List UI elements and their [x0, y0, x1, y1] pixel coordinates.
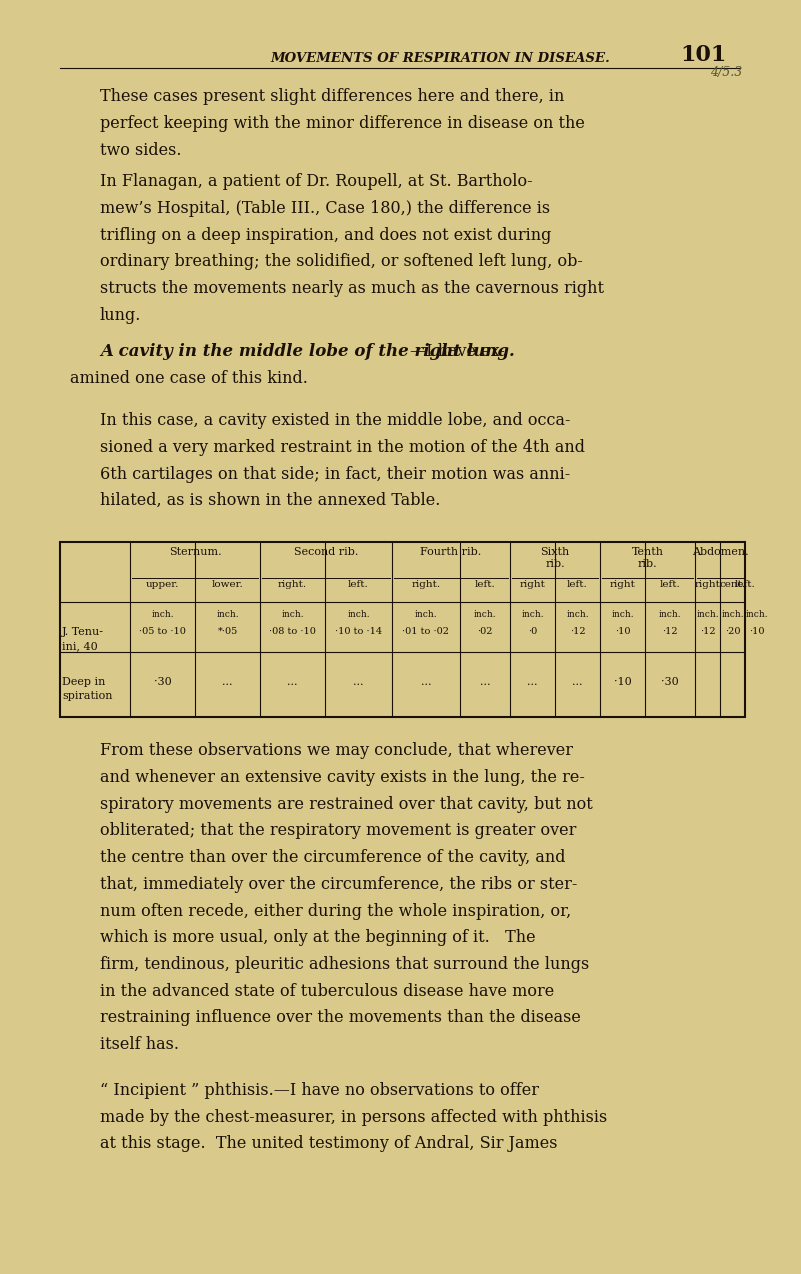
Text: ...: ...: [572, 676, 583, 687]
Text: left.: left.: [735, 580, 755, 589]
Text: These cases present slight differences here and there, in
perfect keeping with t: These cases present slight differences h…: [100, 88, 585, 158]
Text: Deep in
spiration: Deep in spiration: [62, 676, 112, 701]
Text: inch.: inch.: [696, 610, 718, 619]
Text: ·0: ·0: [528, 627, 537, 636]
Text: Second rib.: Second rib.: [294, 547, 358, 557]
Text: A cavity in the middle lobe of the right lung.: A cavity in the middle lobe of the right…: [100, 343, 515, 361]
Text: *·05: *·05: [217, 627, 238, 636]
Text: ...: ...: [527, 676, 537, 687]
Text: right.: right.: [412, 580, 441, 589]
Text: inch.: inch.: [473, 610, 497, 619]
Text: inch.: inch.: [281, 610, 304, 619]
Text: —I have ex-: —I have ex-: [410, 343, 505, 361]
Text: Sternum.: Sternum.: [169, 547, 221, 557]
Text: inch.: inch.: [151, 610, 174, 619]
Bar: [60, 541, 745, 717]
Text: ·10 to ·14: ·10 to ·14: [335, 627, 382, 636]
Text: ·30: ·30: [154, 676, 171, 687]
Text: In Flanagan, a patient of Dr. Roupell, at St. Bartholo-
mew’s Hospital, (Table I: In Flanagan, a patient of Dr. Roupell, a…: [100, 173, 604, 324]
Text: inch.: inch.: [611, 610, 634, 619]
Text: right: right: [610, 580, 635, 589]
Text: left.: left.: [660, 580, 680, 589]
Text: left.: left.: [567, 580, 588, 589]
Text: MOVEMENTS OF RESPIRATION IN DISEASE.: MOVEMENTS OF RESPIRATION IN DISEASE.: [270, 51, 610, 65]
Text: ·10: ·10: [749, 627, 765, 636]
Text: inch.: inch.: [746, 610, 768, 619]
Text: ·02: ·02: [477, 627, 493, 636]
Text: ·05 to ·10: ·05 to ·10: [139, 627, 186, 636]
Text: inch.: inch.: [658, 610, 682, 619]
Text: In this case, a cavity existed in the middle lobe, and occa-
sioned a very marke: In this case, a cavity existed in the mi…: [100, 412, 585, 510]
Text: cent.: cent.: [719, 580, 746, 589]
Text: Abdomen.: Abdomen.: [692, 547, 748, 557]
Text: Tenth
rib.: Tenth rib.: [631, 547, 663, 569]
Text: ...: ...: [222, 676, 233, 687]
Text: right.: right.: [278, 580, 307, 589]
Text: ·01 to ·02: ·01 to ·02: [402, 627, 449, 636]
Text: left.: left.: [475, 580, 495, 589]
Text: 4/5.3: 4/5.3: [710, 65, 743, 79]
Text: right: right: [520, 580, 545, 589]
Text: right: right: [694, 580, 720, 589]
Text: left.: left.: [348, 580, 369, 589]
Text: ·30: ·30: [661, 676, 679, 687]
Text: ...: ...: [480, 676, 490, 687]
Text: J. Tenu-
ini, 40: J. Tenu- ini, 40: [62, 627, 104, 651]
Text: inch.: inch.: [415, 610, 437, 619]
Text: ·08 to ·10: ·08 to ·10: [269, 627, 316, 636]
Text: inch.: inch.: [216, 610, 239, 619]
Text: ...: ...: [288, 676, 298, 687]
Text: 101: 101: [680, 45, 727, 66]
Text: inch.: inch.: [347, 610, 370, 619]
Text: From these observations we may conclude, that wherever
and whenever an extensive: From these observations we may conclude,…: [100, 741, 593, 1054]
Text: inch.: inch.: [721, 610, 744, 619]
Text: ·10: ·10: [614, 627, 630, 636]
Text: ·12: ·12: [570, 627, 586, 636]
Text: inch.: inch.: [521, 610, 544, 619]
Text: inch.: inch.: [566, 610, 589, 619]
Text: ·12: ·12: [700, 627, 715, 636]
Text: lower.: lower.: [211, 580, 244, 589]
Text: upper.: upper.: [146, 580, 179, 589]
Text: ...: ...: [421, 676, 431, 687]
Text: amined one case of this kind.: amined one case of this kind.: [70, 369, 308, 387]
Text: ...: ...: [353, 676, 364, 687]
Text: ·12: ·12: [662, 627, 678, 636]
Text: Fourth rib.: Fourth rib.: [421, 547, 481, 557]
Text: Sixth
rib.: Sixth rib.: [541, 547, 570, 569]
Text: ·20: ·20: [725, 627, 740, 636]
Text: “ Incipient ” phthisis.—I have no observations to offer
made by the chest-measur: “ Incipient ” phthisis.—I have no observ…: [100, 1082, 607, 1153]
Text: ·10: ·10: [614, 676, 631, 687]
